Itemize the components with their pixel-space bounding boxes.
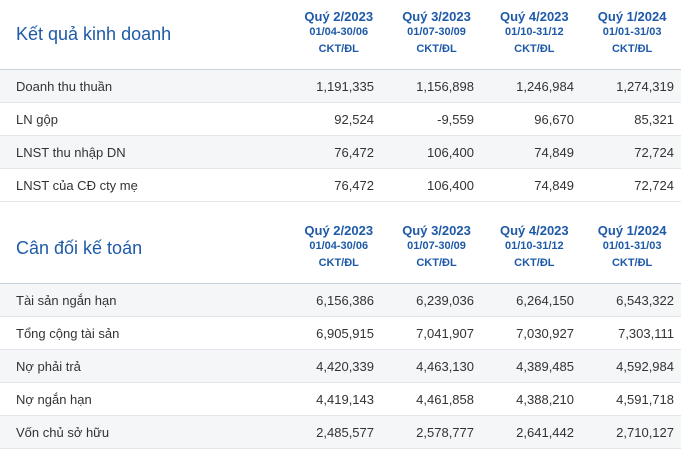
row-label[interactable]: Nợ phải trả xyxy=(16,358,81,374)
row-label[interactable]: Vốn chủ sở hữu xyxy=(16,424,110,440)
column-range: 01/07-30/09 xyxy=(407,26,466,38)
column-quarter: Quý 2/2023 xyxy=(304,9,374,24)
row-value: -9,559 xyxy=(437,111,474,127)
column-range: 01/07-30/09 xyxy=(407,240,466,252)
row-value: 6,264,150 xyxy=(516,292,574,308)
row-value: 85,321 xyxy=(634,111,674,127)
row-value: 4,389,485 xyxy=(516,358,574,374)
column-header: Quý 2/2023 01/04-30/06 CKT/ĐL xyxy=(290,0,388,56)
row-value: 6,543,322 xyxy=(616,292,674,308)
row-value: 72,724 xyxy=(634,144,674,160)
column-header: Quý 3/2023 01/07-30/09 CKT/ĐL xyxy=(388,0,486,56)
row-value: 92,524 xyxy=(334,111,374,127)
row-label[interactable]: Nợ ngắn hạn xyxy=(16,391,92,407)
table-row: Tài sản ngắn hạn 6,156,386 6,239,036 6,2… xyxy=(0,284,681,317)
column-unit: CKT/ĐL xyxy=(416,43,457,55)
row-value: 6,905,915 xyxy=(316,325,374,341)
column-unit: CKT/ĐL xyxy=(514,43,555,55)
table-row: LNST thu nhập DN 76,472 106,400 74,849 7… xyxy=(0,136,681,169)
column-header: Quý 4/2023 01/10-31/12 CKT/ĐL xyxy=(485,0,583,56)
row-value: 2,710,127 xyxy=(616,424,674,440)
column-header: Quý 3/2023 01/07-30/09 CKT/ĐL xyxy=(388,214,486,270)
row-value: 6,239,036 xyxy=(416,292,474,308)
column-header: Quý 1/2024 01/01-31/03 CKT/ĐL xyxy=(583,0,681,56)
row-value: 96,670 xyxy=(534,111,574,127)
row-value: 4,420,339 xyxy=(316,358,374,374)
balance-sheet-title: Cân đối kế toán xyxy=(16,238,143,258)
business-results-header: Kết quả kinh doanh Quý 2/2023 01/04-30/0… xyxy=(0,0,681,70)
row-value: 4,419,143 xyxy=(316,391,374,407)
column-quarter: Quý 1/2024 xyxy=(597,9,667,24)
column-range: 01/01-31/03 xyxy=(602,26,662,38)
row-value: 1,246,984 xyxy=(516,78,574,94)
column-quarter: Quý 4/2023 xyxy=(499,223,569,238)
table-row: Doanh thu thuần 1,191,335 1,156,898 1,24… xyxy=(0,70,681,103)
column-range: 01/04-30/06 xyxy=(309,240,369,252)
column-header: Quý 2/2023 01/04-30/06 CKT/ĐL xyxy=(290,214,388,270)
row-value: 7,030,927 xyxy=(516,325,574,341)
table-row: Vốn chủ sở hữu 2,485,577 2,578,777 2,641… xyxy=(0,416,681,449)
row-value: 74,849 xyxy=(534,177,574,193)
column-header: Quý 4/2023 01/10-31/12 CKT/ĐL xyxy=(485,214,583,270)
row-value: 4,461,858 xyxy=(416,391,474,407)
row-value: 1,156,898 xyxy=(416,78,474,94)
row-value: 7,303,111 xyxy=(618,325,674,341)
column-unit: CKT/ĐL xyxy=(318,257,359,269)
table-row: Nợ phải trả 4,420,339 4,463,130 4,389,48… xyxy=(0,350,681,383)
row-value: 2,641,442 xyxy=(516,424,574,440)
row-value: 1,191,335 xyxy=(316,78,374,94)
row-value: 106,400 xyxy=(427,144,474,160)
row-label[interactable]: Tổng cộng tài sản xyxy=(16,325,120,341)
column-unit: CKT/ĐL xyxy=(318,43,359,55)
column-range: 01/10-31/12 xyxy=(504,240,564,252)
row-value: 6,156,386 xyxy=(316,292,374,308)
row-label[interactable]: Doanh thu thuần xyxy=(16,78,113,94)
balance-sheet-header: Cân đối kế toán Quý 2/2023 01/04-30/06 C… xyxy=(0,214,681,284)
column-unit: CKT/ĐL xyxy=(611,257,653,269)
column-header: Quý 1/2024 01/01-31/03 CKT/ĐL xyxy=(583,214,681,270)
row-value: 2,485,577 xyxy=(316,424,374,440)
row-value: 76,472 xyxy=(334,144,374,160)
table-row: Tổng cộng tài sản 6,905,915 7,041,907 7,… xyxy=(0,317,681,350)
table-row: LNST của CĐ cty mẹ 76,472 106,400 74,849… xyxy=(0,169,681,202)
column-quarter: Quý 3/2023 xyxy=(402,9,471,24)
column-quarter: Quý 2/2023 xyxy=(304,223,374,238)
column-range: 01/01-31/03 xyxy=(602,240,662,252)
column-unit: CKT/ĐL xyxy=(611,43,653,55)
balance-sheet-table: Cân đối kế toán Quý 2/2023 01/04-30/06 C… xyxy=(0,214,681,449)
column-range: 01/10-31/12 xyxy=(504,26,564,38)
column-range: 01/04-30/06 xyxy=(309,26,369,38)
row-value: 106,400 xyxy=(427,177,474,193)
row-value: 76,472 xyxy=(334,177,374,193)
column-unit: CKT/ĐL xyxy=(416,257,457,269)
row-value: 4,592,984 xyxy=(616,358,674,374)
row-value: 2,578,777 xyxy=(416,424,474,440)
row-value: 1,274,319 xyxy=(616,78,674,94)
column-unit: CKT/ĐL xyxy=(514,257,555,269)
business-results-table: Kết quả kinh doanh Quý 2/2023 01/04-30/0… xyxy=(0,0,681,202)
row-value: 4,591,718 xyxy=(616,391,674,407)
column-quarter: Quý 4/2023 xyxy=(499,9,569,24)
row-value: 4,463,130 xyxy=(416,358,474,374)
row-value: 7,041,907 xyxy=(416,325,474,341)
row-label[interactable]: Tài sản ngắn hạn xyxy=(16,292,117,308)
row-value: 72,724 xyxy=(634,177,674,193)
row-label[interactable]: LN gộp xyxy=(16,111,58,127)
table-row: LN gộp 92,524 -9,559 96,670 85,321 xyxy=(0,103,681,136)
row-label[interactable]: LNST thu nhập DN xyxy=(16,144,126,160)
business-results-title: Kết quả kinh doanh xyxy=(16,24,172,44)
row-value: 74,849 xyxy=(534,144,574,160)
row-value: 4,388,210 xyxy=(516,391,574,407)
column-quarter: Quý 3/2023 xyxy=(402,223,471,238)
column-quarter: Quý 1/2024 xyxy=(597,223,667,238)
row-label[interactable]: LNST của CĐ cty mẹ xyxy=(16,177,138,193)
table-row: Nợ ngắn hạn 4,419,143 4,461,858 4,388,21… xyxy=(0,383,681,416)
